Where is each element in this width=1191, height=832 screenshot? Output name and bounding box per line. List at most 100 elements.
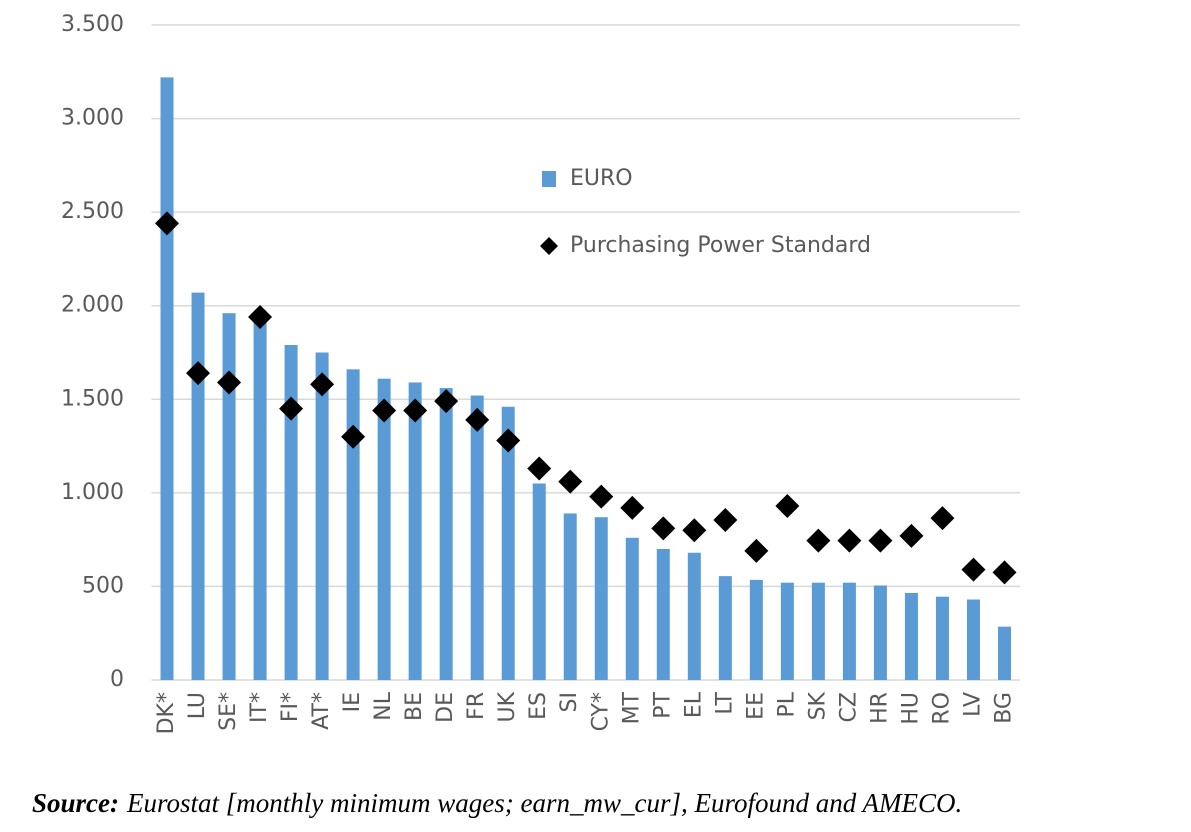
bar: [625, 537, 639, 680]
x-tick-label: IT*: [247, 692, 272, 723]
x-tick-label: PT: [650, 691, 675, 718]
bar: [749, 579, 763, 680]
marker: [899, 523, 924, 548]
x-tick-label: LV: [960, 692, 985, 717]
bar: [935, 596, 949, 680]
x-tick-label: SK: [805, 691, 830, 720]
marker: [744, 538, 769, 563]
legend-swatch: [542, 171, 556, 187]
y-tick-label: 500: [82, 573, 124, 598]
marker: [465, 407, 490, 432]
x-tick-label: DE: [433, 692, 458, 723]
marker: [279, 396, 304, 421]
bar: [532, 483, 546, 680]
marker: [682, 518, 707, 543]
marker: [961, 557, 986, 582]
x-tick-label: DK*: [154, 692, 179, 734]
x-tick-label: EL: [681, 691, 706, 718]
marker: [930, 506, 955, 531]
bar: [718, 576, 732, 680]
bar: [439, 388, 453, 680]
marker: [775, 493, 800, 518]
marker: [527, 456, 552, 481]
x-tick-label: SI: [557, 692, 582, 712]
bar: [966, 599, 980, 680]
marker: [868, 528, 893, 553]
marker: [186, 361, 211, 386]
marker: [806, 528, 831, 553]
bar: [842, 582, 856, 680]
bar: [780, 582, 794, 680]
x-tick-label: HU: [898, 692, 923, 725]
bar: [501, 406, 515, 680]
marker: [434, 389, 459, 414]
x-tick-label: BE: [402, 692, 427, 721]
source-label: Source:: [32, 788, 119, 818]
y-tick-label: 1.500: [61, 386, 124, 411]
x-tick-label: MT: [619, 691, 644, 724]
source: Source: Eurostat [monthly minimum wages; …: [32, 788, 962, 818]
legend-swatch: [540, 237, 558, 255]
bar: [873, 585, 887, 680]
bar: [346, 369, 360, 680]
x-tick-label: LT: [712, 691, 737, 714]
marker: [713, 507, 738, 532]
x-tick-label: RO: [929, 692, 954, 725]
bar: [470, 395, 484, 680]
bar: [191, 292, 205, 680]
marker: [341, 424, 366, 449]
bar: [377, 378, 391, 680]
bar: [656, 549, 670, 680]
marker: [496, 428, 521, 453]
x-tick-label: FR: [464, 692, 489, 720]
bar: [222, 313, 236, 680]
bar: [687, 552, 701, 680]
marker: [620, 495, 645, 520]
y-tick-label: 2.000: [61, 293, 124, 318]
x-tick-label: IE: [340, 692, 365, 712]
x-tick-label: ES: [526, 692, 551, 720]
x-tick-label: FI*: [278, 692, 303, 722]
x-tick-label: CZ: [836, 692, 861, 722]
source-text: Eurostat [monthly minimum wages; earn_mw…: [126, 788, 962, 818]
bar: [811, 582, 825, 680]
marker: [837, 528, 862, 553]
marker: [372, 398, 397, 423]
x-tick-label: UK: [495, 691, 520, 722]
legend-label: EURO: [570, 166, 633, 191]
y-tick-label: 1.000: [61, 480, 124, 505]
y-tick-label: 3.500: [61, 12, 124, 37]
x-tick-label: AT*: [309, 692, 334, 730]
marker: [651, 516, 676, 541]
x-tick-label: LU: [185, 692, 210, 719]
marker: [310, 372, 335, 397]
y-tick-label: 3.000: [61, 106, 124, 131]
x-tick-label: BG: [991, 692, 1016, 724]
x-tick-label: NL: [371, 691, 396, 720]
bar: [997, 626, 1011, 680]
bar: [594, 517, 608, 680]
marker: [558, 469, 583, 494]
marker: [589, 484, 614, 509]
y-tick-label: 2.500: [61, 199, 124, 224]
bar: [563, 513, 577, 680]
marker: [248, 304, 273, 329]
bar: [160, 77, 174, 680]
x-tick-label: PL: [774, 691, 799, 717]
marker: [403, 398, 428, 423]
bar: [284, 345, 298, 680]
x-tick-label: EE: [743, 692, 768, 720]
bar: [904, 592, 918, 680]
x-tick-label: CY*: [588, 692, 613, 731]
marker: [217, 370, 242, 395]
marker: [155, 211, 180, 236]
bar: [253, 315, 267, 680]
x-tick-label: HR: [867, 692, 892, 724]
bar: [408, 382, 422, 680]
legend-label: Purchasing Power Standard: [570, 233, 871, 258]
bar: [315, 352, 329, 680]
marker: [992, 560, 1017, 585]
y-tick-label: 0: [110, 667, 124, 692]
